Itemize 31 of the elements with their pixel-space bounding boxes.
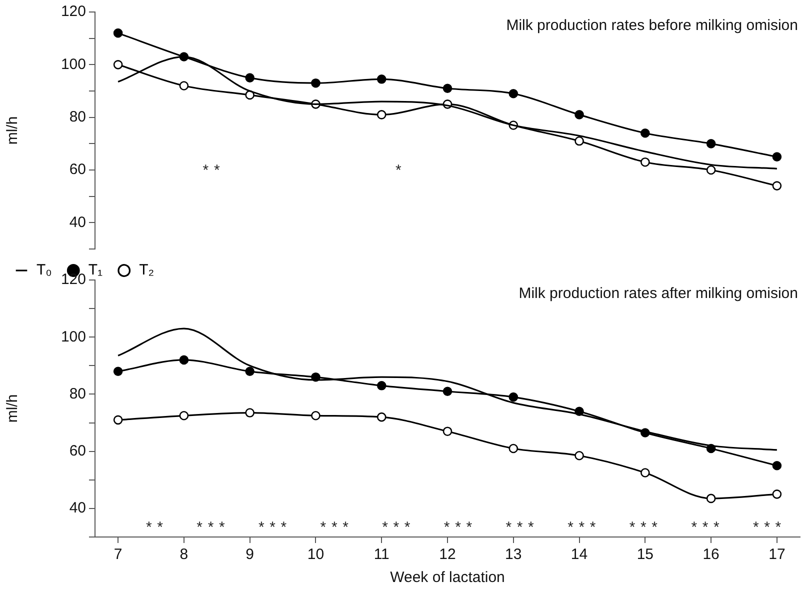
- x-tick-label: 8: [180, 546, 188, 564]
- x-axis-title: Week of lactation: [390, 569, 505, 586]
- x-tick-label: 7: [114, 546, 122, 564]
- legend-label: T₀: [36, 262, 52, 279]
- x-tick-label: 17: [768, 546, 786, 564]
- y-axis-title: ml/h: [4, 116, 22, 145]
- y-tick-label: 120: [60, 271, 86, 288]
- y-tick-label: 80: [69, 108, 86, 126]
- x-tick-label: 10: [307, 546, 324, 564]
- y-tick-label: 80: [69, 385, 86, 402]
- x-tick-label: 15: [636, 546, 654, 564]
- x-tick-label: 11: [374, 546, 390, 564]
- x-tick-label: 16: [702, 546, 720, 564]
- y-tick-label: 60: [69, 442, 86, 460]
- y-tick-label: 100: [60, 56, 86, 73]
- y-tick-label: 60: [69, 161, 86, 178]
- y-tick-label: 40: [69, 500, 86, 517]
- annotation: ** *: [146, 162, 407, 179]
- x-tick-label: 14: [570, 546, 588, 564]
- x-tick-label: 12: [439, 546, 456, 564]
- legend-label: T₂: [139, 262, 154, 279]
- y-axis-title: ml/h: [4, 394, 22, 423]
- x-tick-label: 9: [246, 546, 254, 564]
- y-tick-label: 120: [60, 3, 86, 20]
- annotation: ** *** *** *** *** *** *** *** *** *** ***: [146, 519, 786, 536]
- y-tick-label: 40: [69, 214, 86, 231]
- legend-label: T₁: [88, 262, 103, 279]
- chart-title: Milk production rates after milking omision: [518, 285, 798, 302]
- y-tick-label: 100: [60, 328, 86, 346]
- chart-title: Milk production rates before milking omision: [506, 17, 798, 34]
- x-tick-label: 13: [505, 546, 522, 564]
